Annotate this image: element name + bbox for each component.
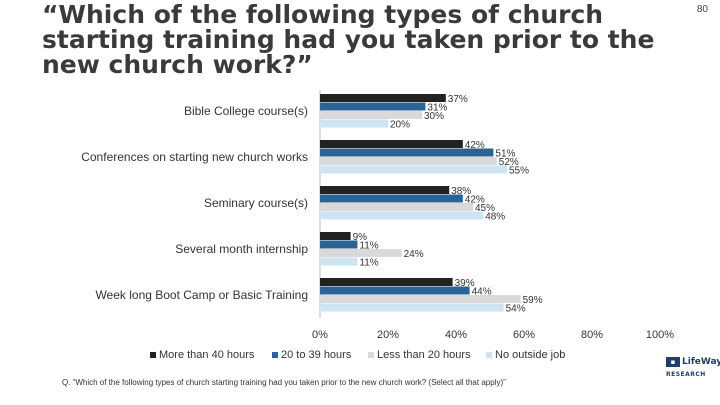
data-label: 39% [455, 278, 475, 289]
data-label: 37% [448, 94, 468, 105]
data-label: 30% [424, 111, 444, 122]
data-label: 11% [359, 241, 378, 252]
data-label: 44% [472, 287, 492, 298]
bar [320, 257, 358, 266]
bar [320, 165, 507, 174]
bar [320, 286, 470, 295]
bar [320, 278, 453, 286]
category-label: Conferences on starting new church works [81, 150, 308, 164]
bar [320, 203, 473, 211]
legend-label: More than 40 hours [159, 349, 255, 361]
category-label: Seminary course(s) [204, 196, 308, 210]
legend-swatch [150, 352, 156, 358]
bar [320, 140, 463, 148]
page-number: 80 [696, 4, 708, 15]
data-label: 42% [465, 140, 485, 151]
chart-title: “Which of the following types of church … [42, 0, 655, 79]
bar [320, 295, 521, 303]
legend-swatch [368, 352, 374, 358]
bar [320, 186, 450, 194]
bar [320, 211, 484, 220]
bar [320, 249, 402, 257]
data-label: 45% [475, 203, 495, 214]
bar [320, 94, 446, 102]
data-label: 24% [404, 249, 424, 260]
logo-text: LifeWay [682, 357, 720, 367]
bar [320, 102, 426, 111]
data-label: 38% [451, 186, 471, 197]
bar [320, 303, 504, 312]
bar [320, 194, 463, 203]
category-label: Bible College course(s) [184, 104, 308, 118]
data-label: 55% [509, 166, 529, 177]
data-label: 11% [359, 258, 378, 269]
bar [320, 232, 351, 240]
data-label: 48% [485, 212, 505, 223]
bar [320, 119, 388, 128]
legend-label: No outside job [495, 349, 565, 361]
data-label: 20% [390, 120, 410, 131]
legend-label: Less than 20 hours [377, 349, 471, 361]
logo-subtext: RESEARCH [666, 371, 706, 378]
x-tick-label: 0% [312, 329, 328, 341]
x-tick-label: 20% [377, 329, 399, 341]
footnote: Q. “Which of the following types of chur… [62, 378, 506, 387]
x-tick-label: 80% [581, 329, 603, 341]
legend-swatch [486, 352, 492, 358]
x-tick-label: 40% [445, 329, 467, 341]
legend-swatch [272, 352, 278, 358]
data-label: 31% [427, 103, 447, 114]
data-label: 54% [506, 304, 526, 315]
x-tick-label: 100% [646, 329, 674, 341]
lifeway-research-logo: ▪ LifeWay RESEARCH [666, 357, 720, 397]
bar [320, 240, 358, 249]
bar [320, 111, 422, 119]
bar [320, 157, 497, 165]
category-label: Several month internship [175, 242, 308, 256]
data-label: 9% [353, 232, 368, 243]
data-label: 42% [465, 195, 485, 206]
x-tick-label: 60% [513, 329, 535, 341]
category-label: Week long Boot Camp or Basic Training [95, 288, 308, 302]
bar [320, 148, 494, 157]
logo-mark-icon: ▪ [666, 357, 680, 367]
data-label: 52% [499, 157, 519, 168]
legend-label: 20 to 39 hours [281, 349, 352, 361]
data-label: 59% [523, 295, 543, 306]
data-label: 51% [495, 149, 515, 160]
